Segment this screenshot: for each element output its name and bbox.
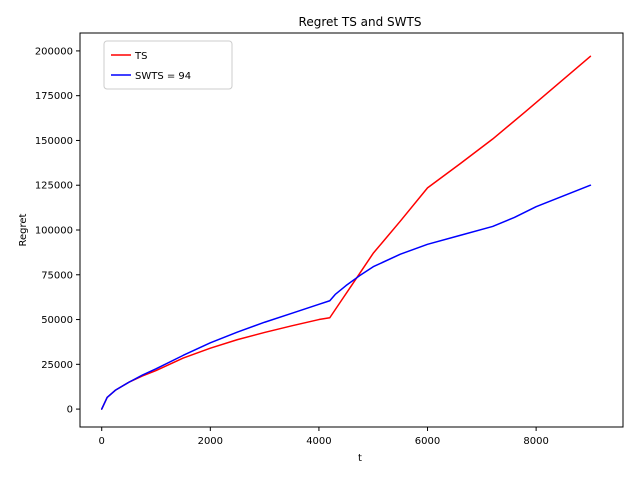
legend-entry-swts: SWTS = 94	[135, 71, 191, 82]
y-tick-label: 150000	[35, 136, 73, 147]
x-axis-label: t	[358, 453, 362, 464]
series-layer	[100, 55, 592, 410]
y-tick-label: 125000	[35, 181, 73, 192]
y-axis-label: Regret	[18, 213, 29, 246]
x-axis: 0 2000 4000 6000 8000	[99, 427, 549, 447]
y-tick-label: 100000	[35, 226, 73, 237]
legend-entry-ts: TS	[134, 51, 147, 62]
x-tick-label: 8000	[523, 436, 548, 447]
y-tick-label: 0	[67, 405, 73, 416]
x-tick-label: 0	[99, 436, 105, 447]
x-tick-label: 6000	[415, 436, 440, 447]
series-line-1	[100, 184, 592, 410]
x-tick-label: 4000	[306, 436, 331, 447]
x-tick-label: 2000	[198, 436, 223, 447]
y-axis: 0 25000 50000 75000 100000 125000 150000 175000…	[35, 46, 80, 416]
y-tick-label: 25000	[41, 360, 73, 371]
y-tick-label: 200000	[35, 46, 73, 57]
y-tick-label: 175000	[35, 91, 73, 102]
chart-title: Regret TS and SWTS	[299, 15, 422, 29]
legend: TS SWTS = 94	[103, 40, 233, 90]
legend-box	[103, 40, 233, 90]
y-tick-label: 50000	[41, 315, 73, 326]
y-tick-label: 75000	[41, 270, 73, 281]
series-line-0	[100, 55, 592, 410]
